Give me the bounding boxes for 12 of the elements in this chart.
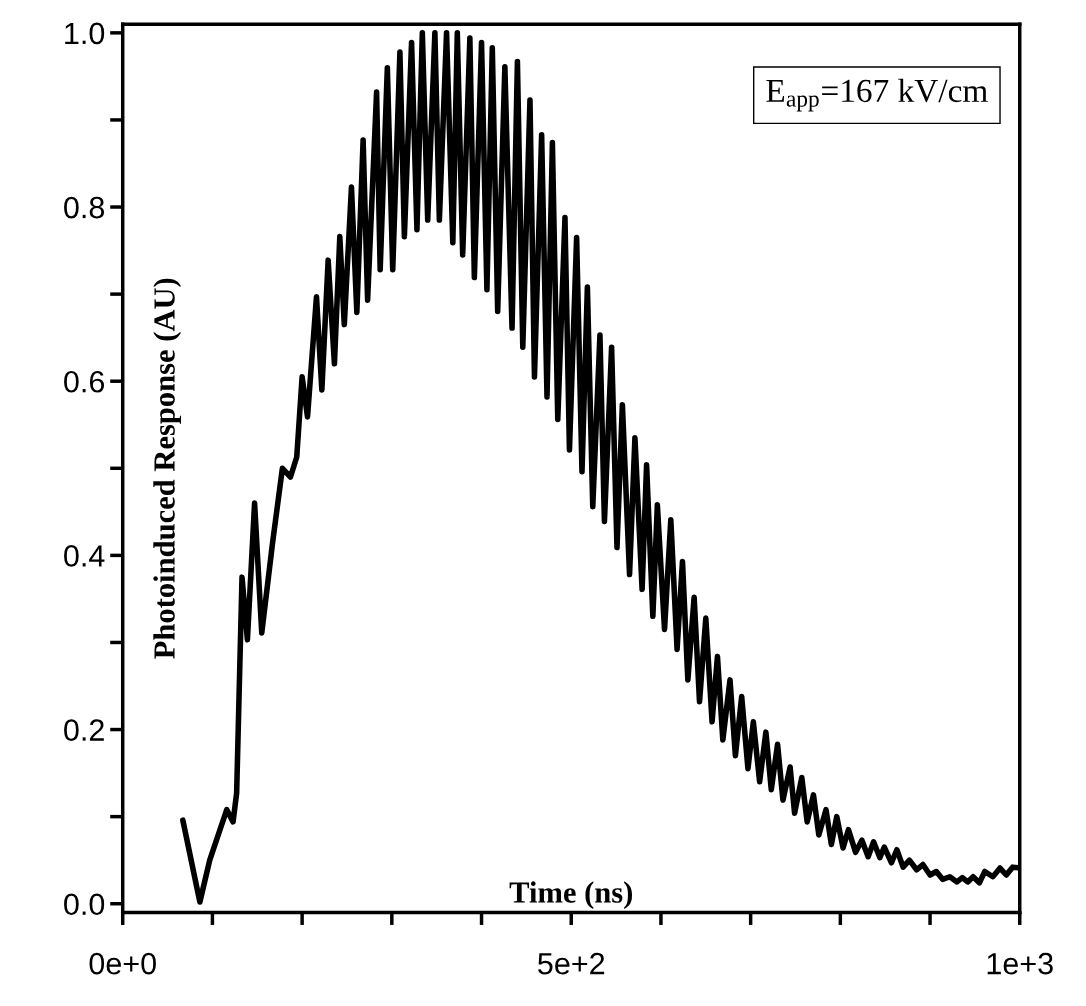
annotation: E$_{app}$=167 kV/cm <box>766 78 988 112</box>
x-tick-label: 1e+3 <box>987 952 1053 975</box>
y-tick-label: 0.8 <box>64 196 105 219</box>
y-tick-label: 0.0 <box>64 893 105 916</box>
y-axis-title: Photoinduced Response (AU) <box>153 278 182 659</box>
x-axis-title: Time (ns) <box>509 881 633 910</box>
y-tick-label: 0.6 <box>64 370 105 393</box>
y-tick-label: 0.4 <box>64 545 105 567</box>
y-tick-label: 0.2 <box>64 719 104 741</box>
x-tick-label: 0e+0 <box>89 952 156 975</box>
x-tick-label: 5e+2 <box>538 952 605 975</box>
y-tick-label: 1.0 <box>65 22 105 45</box>
